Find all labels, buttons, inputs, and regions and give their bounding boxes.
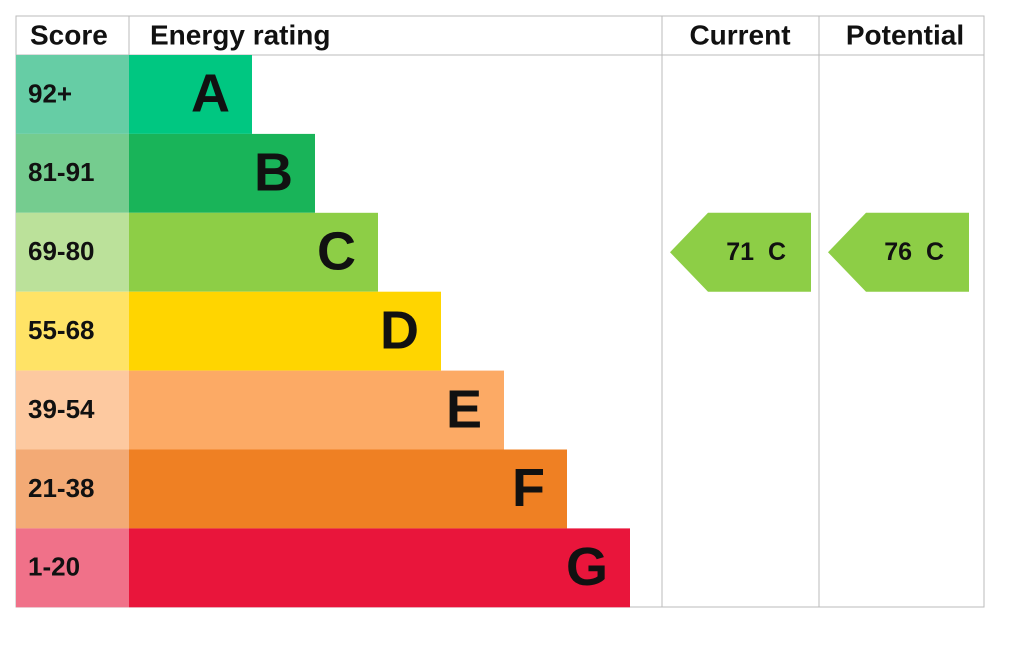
score-label: 92+ — [28, 78, 72, 108]
header: Score — [30, 19, 108, 50]
score-label: 39-54 — [28, 394, 95, 424]
score-cell — [16, 291, 129, 371]
arrow-rating: C — [926, 238, 944, 266]
rating-letter: A — [191, 64, 230, 124]
rating-bar — [129, 528, 630, 608]
score-label: 69-80 — [28, 236, 95, 266]
rating-letter: E — [446, 379, 482, 439]
rating-bar — [129, 291, 441, 371]
arrow-value: 71 — [726, 238, 754, 266]
rating-letter: B — [254, 143, 293, 203]
arrow-value: 76 — [884, 238, 912, 266]
rating-letter: G — [566, 537, 608, 597]
score-cell — [16, 212, 129, 292]
rating-bar — [129, 449, 567, 529]
rating-bar — [129, 212, 378, 292]
score-label: 21-38 — [28, 473, 95, 503]
header: Energy rating — [150, 19, 330, 50]
rating-bar — [129, 55, 252, 134]
arrow-rating: C — [768, 238, 786, 266]
score-cell — [16, 133, 129, 213]
rating-bar — [129, 370, 504, 450]
rating-letter: D — [380, 300, 419, 360]
rating-letter: F — [512, 458, 545, 518]
header: Current — [689, 19, 790, 50]
score-cell — [16, 370, 129, 450]
rating-arrow — [670, 212, 811, 292]
header: Potential — [846, 19, 964, 50]
score-cell — [16, 449, 129, 529]
score-label: 1-20 — [28, 552, 80, 582]
score-cell — [16, 528, 129, 608]
score-label: 55-68 — [28, 315, 95, 345]
rating-bar — [129, 133, 315, 213]
rating-letter: C — [317, 222, 356, 282]
score-label: 81-91 — [28, 157, 95, 187]
rating-arrow — [828, 212, 969, 292]
score-cell — [16, 55, 129, 134]
